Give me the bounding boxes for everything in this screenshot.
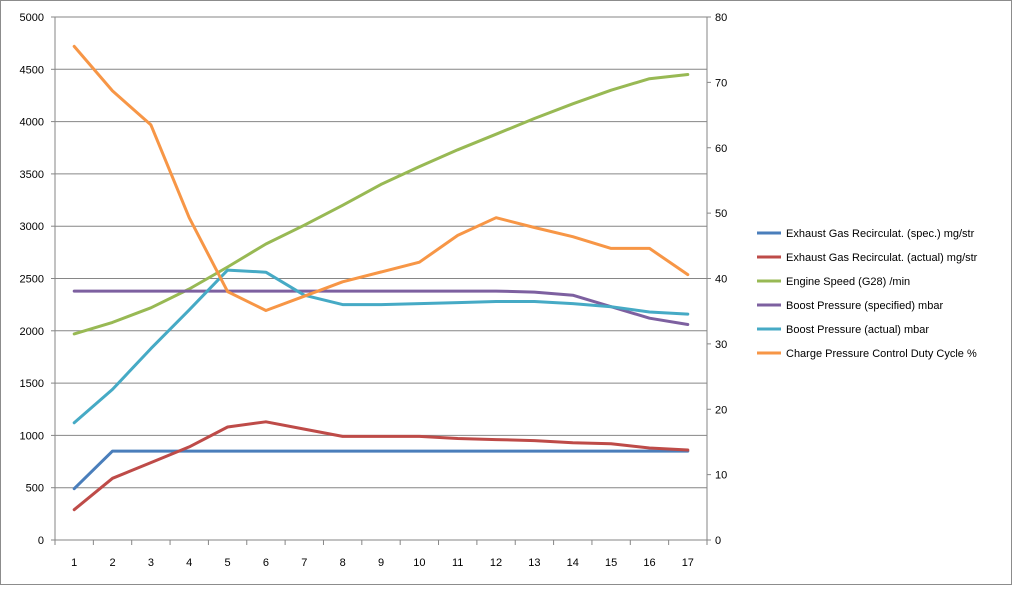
x-axis-tick-label: 14 xyxy=(567,557,579,569)
y-axis-tick-label: 5000 xyxy=(20,12,44,24)
series-lines xyxy=(72,44,690,512)
tick-labels: 0500100015002000250030003500400045005000… xyxy=(20,12,728,569)
y-axis-tick-label: 1000 xyxy=(20,430,44,442)
y-axis-tick-label: 4500 xyxy=(20,64,44,76)
y2-axis-tick-label: 10 xyxy=(715,470,727,482)
y-axis-tick-label: 1500 xyxy=(20,378,44,390)
y-axis-tick-label: 3000 xyxy=(20,221,44,233)
x-axis-tick-label: 1 xyxy=(71,557,77,569)
x-axis-tick-label: 8 xyxy=(340,557,346,569)
y2-axis-tick-label: 40 xyxy=(715,274,727,286)
x-axis-tick-label: 15 xyxy=(605,557,617,569)
legend-label: Exhaust Gas Recirculat. (actual) mg/str xyxy=(786,252,978,264)
series-line-6 xyxy=(72,44,690,312)
x-axis-tick-label: 2 xyxy=(109,557,115,569)
legend-label: Exhaust Gas Recirculat. (spec.) mg/str xyxy=(786,228,975,240)
y2-axis-tick-label: 70 xyxy=(715,77,727,89)
x-axis-tick-label: 10 xyxy=(413,557,425,569)
y2-axis-tick-label: 60 xyxy=(715,143,727,155)
legend-label: Boost Pressure (specified) mbar xyxy=(786,300,943,312)
x-axis-tick-label: 6 xyxy=(263,557,269,569)
x-axis-tick-label: 17 xyxy=(682,557,694,569)
x-axis-tick-label: 13 xyxy=(528,557,540,569)
legend-label: Charge Pressure Control Duty Cycle % xyxy=(786,348,977,360)
x-axis-tick-label: 7 xyxy=(301,557,307,569)
x-axis-tick-label: 3 xyxy=(148,557,154,569)
y2-axis-tick-label: 0 xyxy=(715,535,721,547)
y2-axis-tick-label: 50 xyxy=(715,208,727,220)
y-axis-tick-label: 2500 xyxy=(20,274,44,286)
gridlines xyxy=(55,16,707,489)
x-axis-tick-label: 12 xyxy=(490,557,502,569)
axes xyxy=(51,16,711,545)
x-axis-tick-label: 16 xyxy=(643,557,655,569)
x-axis-tick-label: 9 xyxy=(378,557,384,569)
legend-label: Engine Speed (G28) /min xyxy=(786,276,910,288)
y-axis-tick-label: 3500 xyxy=(20,169,44,181)
y-axis-tick-label: 2000 xyxy=(20,326,44,338)
series-line-5 xyxy=(72,268,690,425)
y2-axis-tick-label: 30 xyxy=(715,339,727,351)
y-axis-tick-label: 500 xyxy=(26,483,44,495)
series-line-4 xyxy=(72,289,690,326)
x-axis-tick-label: 11 xyxy=(452,557,463,569)
y-axis-tick-label: 4000 xyxy=(20,117,44,129)
x-axis-tick-label: 5 xyxy=(225,557,231,569)
legend-label: Boost Pressure (actual) mbar xyxy=(786,324,929,336)
legend: Exhaust Gas Recirculat. (spec.) mg/str Ex… xyxy=(757,228,978,360)
y-axis-tick-label: 0 xyxy=(38,535,44,547)
series-line-2 xyxy=(72,420,690,512)
series-line-3 xyxy=(72,73,690,336)
y2-axis-tick-label: 20 xyxy=(715,404,727,416)
x-axis-tick-label: 4 xyxy=(186,557,192,569)
y2-axis-tick-label: 80 xyxy=(715,12,727,24)
